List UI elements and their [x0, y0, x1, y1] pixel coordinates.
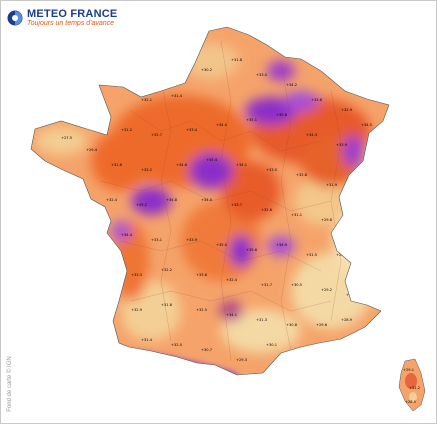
svg-text:+28.5: +28.5	[405, 400, 416, 404]
svg-text:+30.7: +30.7	[201, 348, 212, 352]
svg-text:+35.2: +35.2	[136, 203, 147, 207]
svg-text:+29.8: +29.8	[321, 218, 333, 222]
corsica: +29.1 +31.2 +28.5	[398, 358, 426, 412]
svg-text:+35.4: +35.4	[206, 158, 218, 162]
svg-text:+33.9: +33.9	[186, 238, 198, 242]
svg-text:+31.4: +31.4	[141, 338, 153, 342]
svg-text:+31.2: +31.2	[409, 386, 420, 390]
svg-text:+30.2: +30.2	[201, 68, 212, 72]
svg-text:+31.8: +31.8	[231, 58, 243, 62]
svg-text:+32.4: +32.4	[106, 198, 118, 202]
svg-text:+35.6: +35.6	[246, 248, 258, 252]
svg-text:+35.1: +35.1	[246, 118, 257, 122]
svg-text:+30.1: +30.1	[266, 343, 277, 347]
svg-text:+29.6: +29.6	[316, 323, 328, 327]
brand-name: METEO FRANCE	[27, 8, 118, 20]
svg-text:+31.8: +31.8	[161, 303, 173, 307]
svg-text:+33.3: +33.3	[131, 273, 142, 277]
svg-text:+31.1: +31.1	[291, 213, 302, 217]
svg-text:+33.7: +33.7	[231, 203, 242, 207]
svg-text:+34.6: +34.6	[176, 163, 188, 167]
svg-text:+32.1: +32.1	[141, 98, 152, 102]
svg-text:+32.9: +32.9	[131, 308, 143, 312]
svg-text:+32.4: +32.4	[226, 278, 238, 282]
svg-text:+33.1: +33.1	[151, 238, 162, 242]
svg-text:+32.2: +32.2	[161, 268, 172, 272]
svg-text:+33.8: +33.8	[196, 273, 208, 277]
brand-tagline: Toujours un temps d'avance	[27, 20, 115, 27]
svg-text:+35.0: +35.0	[216, 243, 228, 247]
svg-text:+33.4: +33.4	[186, 128, 198, 132]
meteo-france-logo: METEO FRANCE Toujours un temps d'avance	[7, 8, 117, 28]
svg-text:+33.5: +33.5	[266, 168, 277, 172]
svg-text:+32.6: +32.6	[261, 208, 273, 212]
meteo-france-logo-icon	[7, 10, 23, 26]
map-credit: Fond de carte © IGN	[7, 356, 13, 412]
svg-text:+35.8: +35.8	[276, 113, 288, 117]
svg-text:+28.7: +28.7	[346, 293, 357, 297]
svg-text:+31.3: +31.3	[256, 318, 267, 322]
svg-text:+32.9: +32.9	[341, 108, 353, 112]
svg-text:+34.0: +34.0	[201, 198, 213, 202]
mainland-france: +32.1 +31.4 +30.2 +31.8 +33.0 +34.2 +33.6 +3…	[30, 26, 390, 376]
svg-text:+29.3: +29.3	[236, 358, 247, 362]
svg-text:+31.7: +31.7	[261, 283, 272, 287]
station-labels: +32.1 +31.4 +30.2 +31.8 +33.0 +34.2 +33.6 +3…	[61, 58, 372, 362]
svg-text:+33.0: +33.0	[256, 73, 268, 77]
svg-text:+34.3: +34.3	[306, 133, 317, 137]
svg-text:+34.1: +34.1	[236, 163, 247, 167]
svg-text:+29.1: +29.1	[403, 368, 414, 372]
svg-text:+32.0: +32.0	[171, 343, 183, 347]
svg-text:+31.5: +31.5	[306, 253, 317, 257]
svg-text:+30.8: +30.8	[286, 323, 298, 327]
svg-text:+31.4: +31.4	[171, 94, 183, 98]
svg-text:+34.1: +34.1	[226, 313, 237, 317]
svg-text:+28.9: +28.9	[341, 318, 353, 322]
svg-text:+29.2: +29.2	[321, 288, 332, 292]
svg-text:+34.5: +34.5	[361, 123, 372, 127]
svg-text:+34.0: +34.0	[216, 123, 228, 127]
svg-text:+32.8: +32.8	[296, 173, 308, 177]
svg-text:+34.8: +34.8	[166, 198, 178, 202]
svg-text:+34.2: +34.2	[286, 83, 297, 87]
svg-text:+34.4: +34.4	[121, 233, 133, 237]
svg-text:+29.4: +29.4	[86, 148, 98, 152]
svg-text:+31.9: +31.9	[326, 183, 338, 187]
svg-text:+33.9: +33.9	[336, 143, 348, 147]
svg-text:+33.2: +33.2	[141, 168, 152, 172]
svg-text:+31.2: +31.2	[121, 128, 132, 132]
svg-text:+33.6: +33.6	[311, 98, 323, 102]
svg-text:+32.5: +32.5	[196, 308, 207, 312]
svg-text:+27.5: +27.5	[61, 136, 72, 140]
svg-text:+34.9: +34.9	[276, 243, 288, 247]
svg-text:+31.6: +31.6	[111, 163, 123, 167]
svg-text:+32.7: +32.7	[151, 133, 162, 137]
svg-text:+30.5: +30.5	[291, 283, 302, 287]
